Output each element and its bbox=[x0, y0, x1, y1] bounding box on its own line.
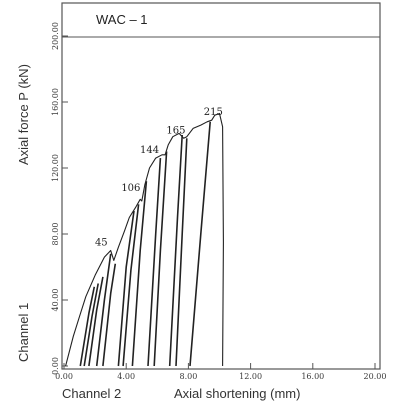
envelope-curve bbox=[65, 112, 224, 367]
y-tick-label: 0.00 bbox=[51, 357, 60, 375]
x-tick-label: 8.00 bbox=[179, 372, 197, 381]
x-tick-label: 12.00 bbox=[239, 372, 262, 381]
peak-label: 165 bbox=[166, 125, 185, 136]
cycle-curve bbox=[189, 121, 211, 367]
peak-label: 144 bbox=[140, 145, 159, 156]
cycle-curve bbox=[83, 283, 99, 367]
y-tick-label: 40.00 bbox=[51, 289, 60, 312]
x-tick-label: 20.00 bbox=[364, 372, 387, 381]
cycle-curve bbox=[168, 134, 183, 367]
cycle-curve bbox=[175, 138, 188, 367]
plot-frame bbox=[61, 2, 381, 370]
y-tick-label: 200.00 bbox=[51, 22, 60, 50]
x-channel-label: Channel 2 bbox=[62, 386, 121, 401]
cycle-curve bbox=[95, 253, 112, 367]
cycle-curve bbox=[79, 286, 96, 367]
cycle-curve bbox=[122, 204, 140, 367]
x-tick-label: 0.00 bbox=[55, 372, 73, 381]
y-tick-label: 120.00 bbox=[51, 154, 60, 182]
cycle-curve bbox=[102, 263, 117, 367]
peak-label: 45 bbox=[95, 238, 108, 249]
y-axis-title: Axial force P (kN) bbox=[16, 64, 31, 165]
y-tick-label: 80.00 bbox=[51, 223, 60, 246]
title-box bbox=[61, 2, 381, 38]
cycle-curve bbox=[88, 276, 104, 367]
x-tick-label: 16.00 bbox=[301, 372, 324, 381]
y-channel-label: Channel 1 bbox=[16, 303, 31, 362]
x-axis-title: Axial shortening (mm) bbox=[174, 386, 300, 401]
cycle-curve bbox=[147, 158, 162, 367]
chart-title: WAC – 1 bbox=[96, 12, 148, 27]
y-tick-label: 160.00 bbox=[51, 88, 60, 116]
cycle-curve bbox=[131, 181, 148, 367]
x-tick-label: 4.00 bbox=[117, 372, 135, 381]
peak-label: 106 bbox=[121, 183, 140, 194]
cycle-curve bbox=[117, 210, 135, 367]
peak-label: 215 bbox=[204, 107, 223, 118]
cycle-curve bbox=[153, 151, 168, 367]
